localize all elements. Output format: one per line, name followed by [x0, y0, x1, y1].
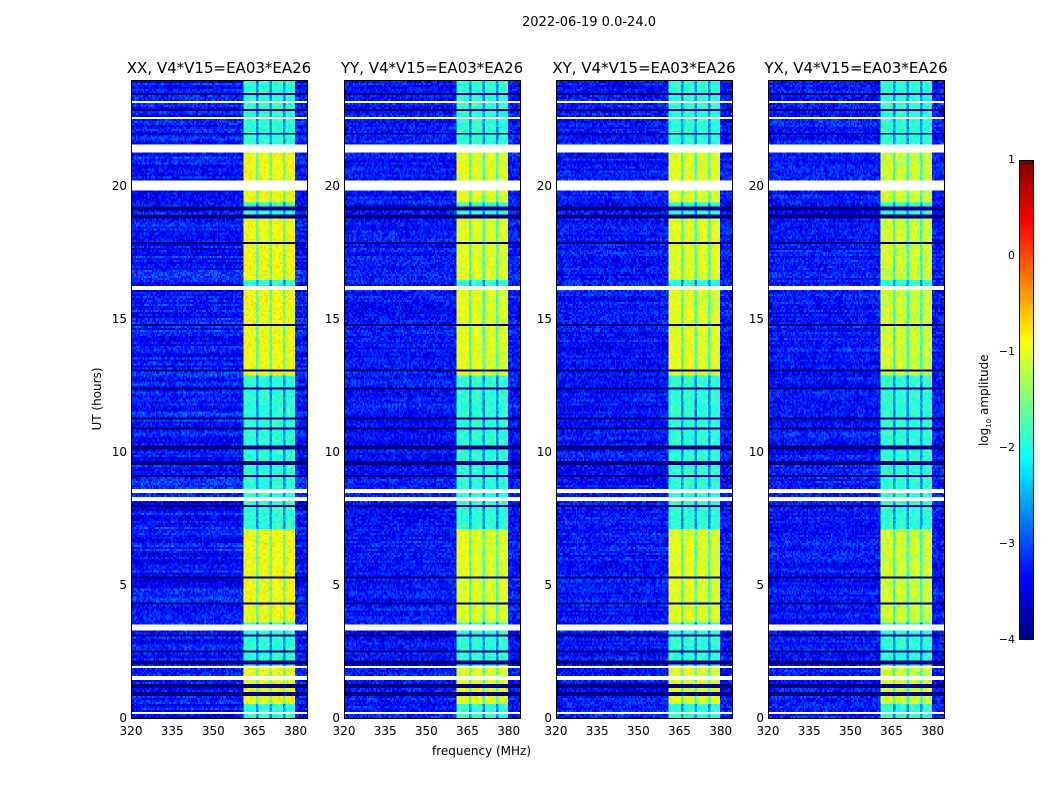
y-tick-label: 0: [119, 711, 127, 725]
x-tick-label: 380: [921, 724, 945, 738]
y-axis-label: UT (hours): [90, 367, 104, 431]
heatmap-cells: [345, 81, 520, 718]
y-tick-label: 10: [536, 444, 552, 459]
x-tick-label: 320: [544, 724, 568, 738]
colorbar: [1019, 160, 1034, 640]
y-tick-label: 15: [324, 311, 340, 326]
y-tick-label: 0: [544, 711, 552, 725]
y-tick-label: 5: [756, 577, 764, 592]
colorbar-tick-label: −1: [998, 345, 1015, 358]
x-tick-label: 365: [456, 724, 479, 738]
panel-title: YX, V4*V15=EA03*EA26: [764, 59, 948, 77]
x-axis-label: frequency (MHz): [432, 744, 532, 758]
x-tick-label: 380: [709, 724, 733, 738]
x-tick-label: 320: [332, 724, 356, 738]
x-tick-label: 335: [585, 724, 609, 738]
x-tick-label: 350: [414, 724, 438, 738]
panel-title: YY, V4*V15=EA03*EA26: [340, 59, 524, 77]
y-tick-label: 20: [748, 178, 764, 193]
x-tick-label: 320: [756, 724, 780, 738]
y-tick-label: 10: [111, 444, 127, 459]
x-tick-label: 350: [201, 724, 225, 738]
x-tick-label: 350: [626, 724, 650, 738]
x-tick-label: 365: [668, 724, 691, 738]
colorbar-tick-label: −3: [998, 537, 1015, 550]
y-tick-label: 5: [544, 577, 552, 592]
x-tick-label: 350: [838, 724, 862, 738]
heatmap-cells: [132, 81, 307, 718]
y-tick-label: 15: [111, 311, 127, 326]
colorbar-label: log10 amplitude: [976, 354, 994, 447]
x-tick-label: 380: [497, 724, 521, 738]
heatmap-panel: [556, 80, 733, 719]
heatmap-panel: [344, 80, 521, 719]
x-tick-label: 365: [880, 724, 903, 738]
y-tick-label: 0: [332, 711, 340, 725]
panel-title: XY, V4*V15=EA03*EA26: [552, 59, 736, 77]
y-tick-label: 15: [536, 311, 552, 326]
heatmap-panel: [768, 80, 945, 719]
heatmap-cells: [557, 81, 732, 718]
x-tick-label: 335: [373, 724, 397, 738]
figure-title: 2022-06-19 0.0-24.0: [522, 15, 656, 30]
y-tick-label: 20: [324, 178, 340, 193]
heatmap-panel: [131, 80, 308, 719]
colorbar-tick-label: 1: [1008, 153, 1015, 166]
x-tick-label: 365: [243, 724, 266, 738]
y-tick-label: 5: [332, 577, 340, 592]
y-tick-label: 10: [324, 444, 340, 459]
y-tick-label: 10: [748, 444, 764, 459]
colorbar-tick-label: −4: [998, 633, 1015, 646]
panel-title: XX, V4*V15=EA03*EA26: [126, 59, 312, 77]
colorbar-tick-label: 0: [1008, 249, 1015, 262]
heatmap-cells: [769, 81, 944, 718]
x-tick-label: 320: [119, 724, 143, 738]
y-tick-label: 15: [748, 311, 764, 326]
colorbar-tick-label: −2: [998, 441, 1015, 454]
y-tick-label: 20: [536, 178, 552, 193]
x-tick-label: 335: [160, 724, 184, 738]
y-tick-label: 20: [111, 178, 127, 193]
y-tick-label: 0: [756, 711, 764, 725]
y-tick-label: 5: [119, 577, 127, 592]
x-tick-label: 380: [284, 724, 308, 738]
x-tick-label: 335: [797, 724, 821, 738]
